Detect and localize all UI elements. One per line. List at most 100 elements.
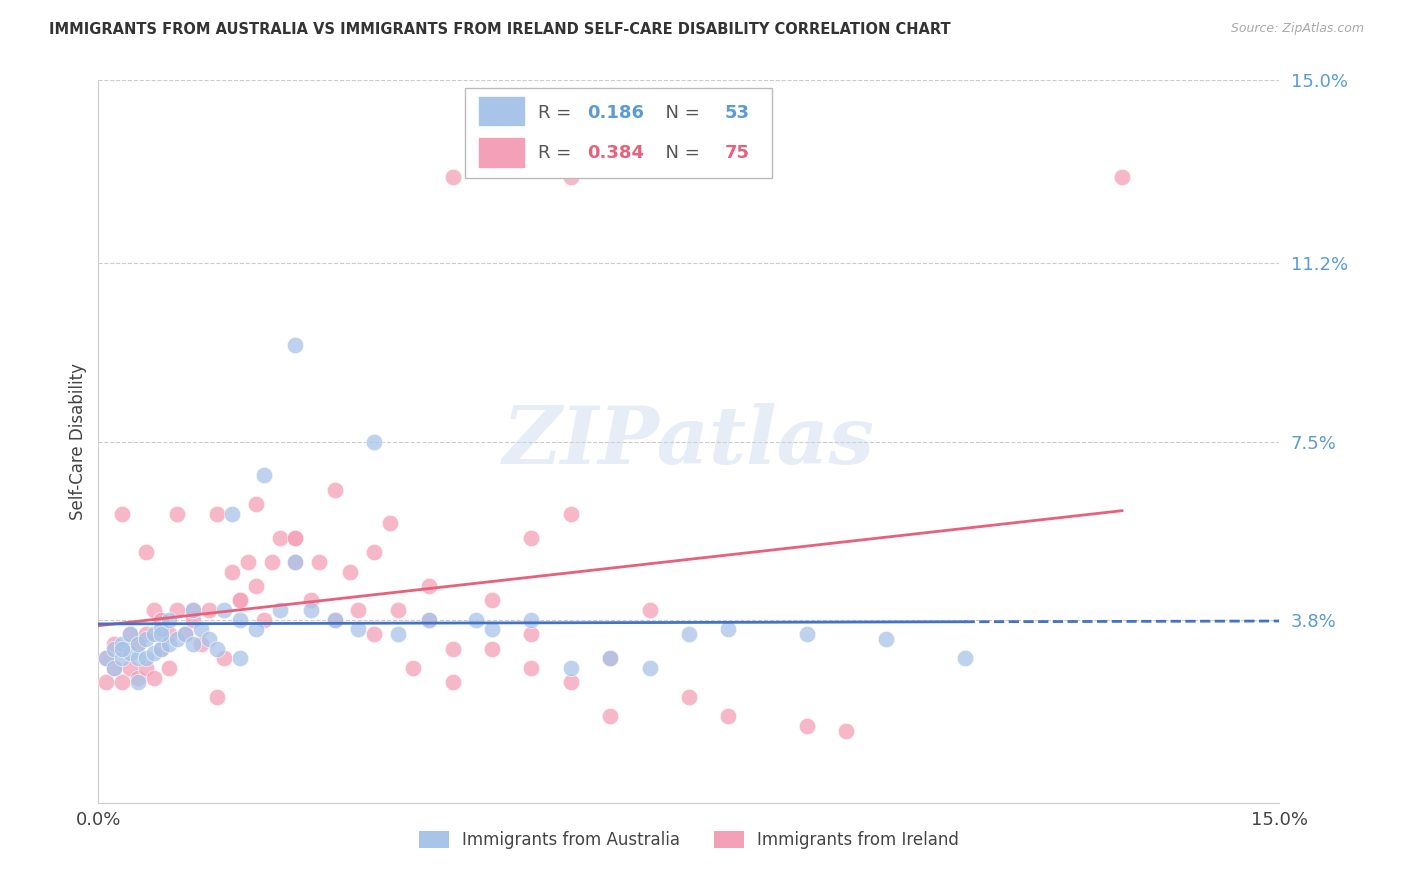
Point xyxy=(197,603,219,617)
Text: R =: R = xyxy=(537,103,576,122)
Point xyxy=(135,661,157,675)
Point xyxy=(142,647,165,661)
Point xyxy=(520,613,543,627)
Point xyxy=(284,555,307,569)
Point xyxy=(214,651,236,665)
Point xyxy=(103,661,125,675)
Bar xyxy=(478,138,523,167)
Point xyxy=(481,593,503,607)
Point xyxy=(181,637,204,651)
Point xyxy=(245,579,267,593)
Point xyxy=(205,690,228,704)
Point xyxy=(118,627,141,641)
Point xyxy=(174,627,197,641)
Point xyxy=(157,637,180,651)
Point xyxy=(135,545,157,559)
Text: N =: N = xyxy=(654,103,704,122)
Text: 53: 53 xyxy=(724,103,749,122)
Point xyxy=(103,661,125,675)
Point xyxy=(599,651,621,665)
Point xyxy=(418,613,440,627)
Point xyxy=(363,434,385,449)
Point xyxy=(96,651,118,665)
Point xyxy=(190,623,212,637)
Point xyxy=(520,531,543,545)
Point xyxy=(253,613,276,627)
Point xyxy=(560,661,582,675)
Point xyxy=(599,709,621,723)
Point xyxy=(299,593,322,607)
Point xyxy=(269,531,291,545)
Point xyxy=(1111,169,1133,184)
Point xyxy=(197,632,219,646)
Point xyxy=(205,507,228,521)
Point xyxy=(229,651,252,665)
Point xyxy=(103,637,125,651)
Text: ZIPatlas: ZIPatlas xyxy=(503,403,875,480)
Point xyxy=(481,623,503,637)
Point xyxy=(339,565,361,579)
Point xyxy=(323,613,346,627)
Point xyxy=(142,627,165,641)
Point xyxy=(260,555,283,569)
Point xyxy=(599,651,621,665)
Point xyxy=(135,632,157,646)
Point xyxy=(229,593,252,607)
Point xyxy=(441,675,464,690)
Point xyxy=(796,627,818,641)
Point xyxy=(127,675,149,690)
Point xyxy=(308,555,330,569)
Point xyxy=(245,497,267,511)
Point xyxy=(678,627,700,641)
Point xyxy=(875,632,897,646)
Point xyxy=(638,661,661,675)
Point xyxy=(441,641,464,656)
Point xyxy=(378,516,401,531)
Point xyxy=(96,675,118,690)
Point xyxy=(111,675,134,690)
Point xyxy=(111,641,134,656)
Point xyxy=(111,651,134,665)
Point xyxy=(229,613,252,627)
Bar xyxy=(478,96,523,126)
Point xyxy=(347,623,370,637)
Point xyxy=(363,627,385,641)
Point xyxy=(142,603,165,617)
Point xyxy=(520,627,543,641)
Point xyxy=(150,613,173,627)
Point xyxy=(560,169,582,184)
Point xyxy=(299,603,322,617)
Point xyxy=(953,651,976,665)
Point xyxy=(103,641,125,656)
Point xyxy=(174,627,197,641)
FancyBboxPatch shape xyxy=(464,87,772,178)
Point xyxy=(127,637,149,651)
Point xyxy=(221,507,243,521)
Point xyxy=(465,613,488,627)
Point xyxy=(560,507,582,521)
Point xyxy=(96,651,118,665)
Text: 75: 75 xyxy=(724,144,749,161)
Point xyxy=(323,613,346,627)
Point xyxy=(135,627,157,641)
Point xyxy=(284,555,307,569)
Point xyxy=(387,627,409,641)
Point xyxy=(717,709,740,723)
Point xyxy=(150,641,173,656)
Y-axis label: Self-Care Disability: Self-Care Disability xyxy=(69,363,87,520)
Point xyxy=(166,632,188,646)
Point xyxy=(387,603,409,617)
Text: 0.384: 0.384 xyxy=(588,144,644,161)
Text: 0.186: 0.186 xyxy=(588,103,644,122)
Point xyxy=(157,661,180,675)
Point xyxy=(245,623,267,637)
Text: IMMIGRANTS FROM AUSTRALIA VS IMMIGRANTS FROM IRELAND SELF-CARE DISABILITY CORREL: IMMIGRANTS FROM AUSTRALIA VS IMMIGRANTS … xyxy=(49,22,950,37)
Point xyxy=(284,338,307,352)
Text: Source: ZipAtlas.com: Source: ZipAtlas.com xyxy=(1230,22,1364,36)
Point xyxy=(181,603,204,617)
Point xyxy=(347,603,370,617)
Point xyxy=(323,483,346,497)
Point xyxy=(796,719,818,733)
Point xyxy=(418,613,440,627)
Point xyxy=(135,651,157,665)
